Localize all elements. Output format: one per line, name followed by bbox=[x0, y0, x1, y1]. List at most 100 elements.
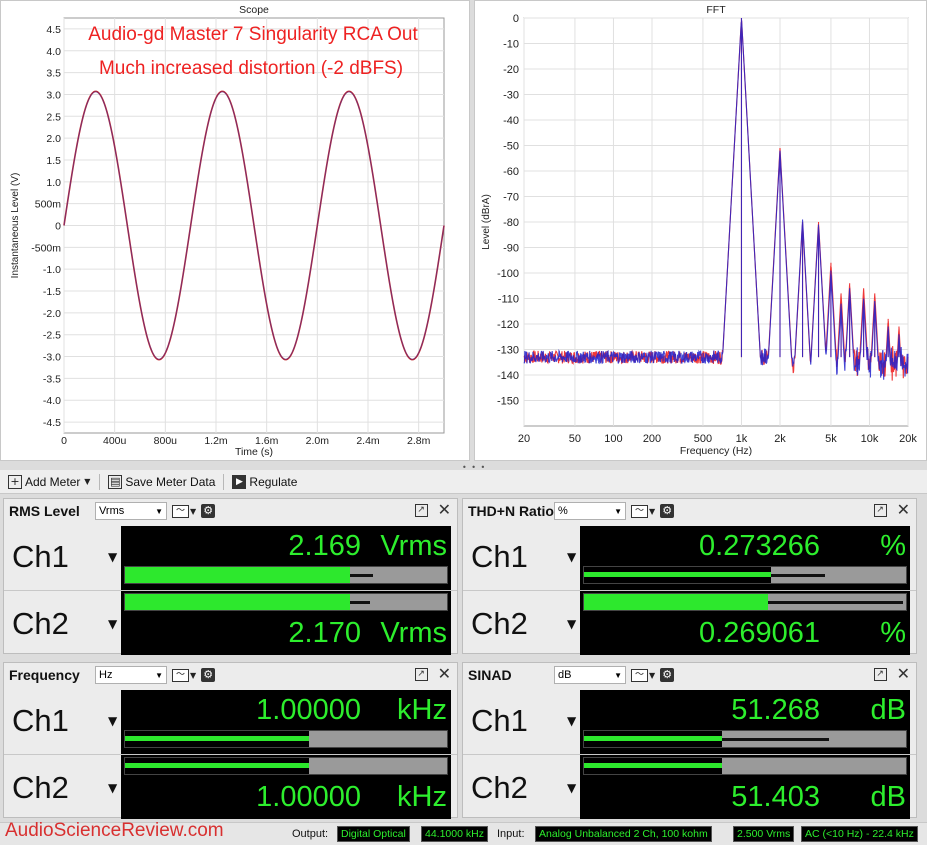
chevron-down-icon: ▼ bbox=[155, 671, 163, 680]
input-range-chip[interactable]: 2.500 Vrms bbox=[733, 826, 795, 842]
x-tick-label: 2k bbox=[774, 433, 786, 445]
chevron-down-icon[interactable]: ▼ bbox=[84, 477, 91, 486]
close-icon[interactable]: ✕ bbox=[896, 500, 910, 519]
status-bar: AudioScienceReview.com Output: Digital O… bbox=[0, 820, 927, 845]
output-rate-chip[interactable]: 44.1000 kHz bbox=[421, 826, 488, 842]
popout-icon[interactable]: ↗ bbox=[873, 667, 887, 681]
y-tick-label: -150 bbox=[497, 396, 519, 408]
level-bar-fill bbox=[125, 758, 309, 774]
graph-button[interactable]: 〜 ▼ bbox=[172, 668, 196, 682]
meter-unit: dB bbox=[870, 781, 906, 813]
unit-select[interactable]: Vrms ▼ bbox=[95, 502, 167, 520]
channel-dropdown-icon[interactable]: ▼ bbox=[108, 781, 118, 795]
channel-label: Ch2 bbox=[471, 606, 528, 641]
chevron-down-icon: ▼ bbox=[614, 671, 622, 680]
fft-panel: 20 50 100 200 500 1k 2k 5k 10k 20k 0 -10 -20 -30 -40 -5… bbox=[474, 0, 927, 461]
channel-row-ch2: Ch2 ▼ 0.269061 % bbox=[463, 590, 916, 655]
x-tick-label: 400u bbox=[103, 435, 127, 447]
meter-title: SINAD bbox=[468, 667, 512, 683]
output-device-chip[interactable]: Digital Optical bbox=[337, 826, 410, 842]
meter-display: 0.273266 % bbox=[580, 526, 910, 590]
level-bar-peak bbox=[770, 574, 826, 577]
level-bar bbox=[124, 757, 448, 775]
fft-chart[interactable]: 20 50 100 200 500 1k 2k 5k 10k 20k 0 -10 -20 -30 -40 -5… bbox=[475, 1, 927, 462]
x-tick-label: 2.0m bbox=[306, 435, 330, 447]
level-bar bbox=[583, 730, 907, 748]
toolbar-separator bbox=[223, 473, 225, 490]
meter-header: Frequency Hz ▼ 〜 ▼ ⚙ ↗ ✕ bbox=[4, 663, 457, 687]
unit-select[interactable]: dB ▼ bbox=[554, 666, 626, 684]
y-tick-label: -2.5 bbox=[43, 330, 61, 342]
popout-icon[interactable]: ↗ bbox=[414, 503, 428, 517]
y-tick-label: -10 bbox=[503, 39, 519, 51]
y-tick-label: -1.5 bbox=[43, 286, 61, 298]
y-tick-label: 500m bbox=[35, 199, 62, 211]
level-bar-fill bbox=[584, 594, 768, 610]
unit-select[interactable]: Hz ▼ bbox=[95, 666, 167, 684]
y-tick-label: 3.0 bbox=[46, 89, 61, 101]
series-line bbox=[523, 18, 909, 380]
graph-button[interactable]: 〜 ▼ bbox=[631, 504, 655, 518]
level-bar-peak bbox=[722, 738, 829, 741]
close-icon[interactable]: ✕ bbox=[896, 664, 910, 683]
scope-chart[interactable]: 0 400u 800u 1.2m 1.6m 2.0m 2.4m 2.8m 4.5 4.0 3.5 3.… bbox=[1, 1, 471, 462]
meter-value: 51.403 bbox=[731, 781, 820, 813]
y-tick-label: 4.0 bbox=[46, 46, 61, 58]
channel-dropdown-icon[interactable]: ▼ bbox=[108, 617, 118, 631]
settings-button[interactable]: ⚙ bbox=[201, 668, 216, 682]
meter-value: 2.169 bbox=[288, 530, 361, 562]
x-tick-label: 10k bbox=[861, 433, 879, 445]
input-label: Input: bbox=[497, 828, 525, 840]
channel-dropdown-icon[interactable]: ▼ bbox=[108, 550, 118, 564]
channel-row-ch2: Ch2 ▼ 2.170 Vrms bbox=[4, 590, 457, 655]
channel-dropdown-icon[interactable]: ▼ bbox=[567, 550, 577, 564]
level-bar bbox=[583, 757, 907, 775]
meter-value: 1.00000 bbox=[256, 781, 361, 813]
y-tick-label: 3.5 bbox=[46, 68, 61, 80]
unit-select[interactable]: % ▼ bbox=[554, 502, 626, 520]
meter-header: THD+N Ratio % ▼ 〜 ▼ ⚙ ↗ ✕ bbox=[463, 499, 916, 523]
settings-button[interactable]: ⚙ bbox=[660, 504, 675, 518]
y-tick-label: -70 bbox=[503, 192, 519, 204]
meter-unit: kHz bbox=[397, 694, 447, 726]
channel-dropdown-icon[interactable]: ▼ bbox=[108, 714, 118, 728]
regulate-button[interactable]: ▶ Regulate bbox=[228, 472, 301, 492]
splitter-grip-icon[interactable]: • • • bbox=[462, 463, 487, 472]
chevron-down-icon: ▼ bbox=[649, 670, 656, 680]
meter-value: 51.268 bbox=[731, 694, 820, 726]
settings-button[interactable]: ⚙ bbox=[660, 668, 675, 682]
channel-dropdown-icon[interactable]: ▼ bbox=[567, 781, 577, 795]
meter-display: 0.269061 % bbox=[580, 591, 910, 655]
graph-icon: 〜 bbox=[172, 504, 189, 518]
graph-button[interactable]: 〜 ▼ bbox=[631, 668, 656, 682]
annotation-line-2: Much increased distortion (-2 dBFS) bbox=[99, 58, 403, 79]
meter-title: Frequency bbox=[9, 667, 80, 683]
graph-button[interactable]: 〜 ▼ bbox=[172, 504, 197, 518]
channel-dropdown-icon[interactable]: ▼ bbox=[567, 714, 577, 728]
input-device-chip[interactable]: Analog Unbalanced 2 Ch, 100 kohm bbox=[535, 826, 712, 842]
meter-toolbar: + Add Meter ▼ ▤ Save Meter Data ▶ Regula… bbox=[0, 470, 927, 494]
meter-display: 51.268 dB bbox=[580, 690, 910, 754]
gear-icon: ⚙ bbox=[201, 504, 216, 518]
add-meter-button[interactable]: + Add Meter ▼ bbox=[4, 472, 95, 492]
close-icon[interactable]: ✕ bbox=[437, 664, 451, 683]
settings-button[interactable]: ⚙ bbox=[201, 504, 216, 518]
panel-splitter[interactable]: • • • bbox=[0, 461, 927, 472]
close-icon[interactable]: ✕ bbox=[437, 500, 451, 519]
unit-select-value: Hz bbox=[99, 669, 113, 681]
meter-window-controls: ↗ ✕ bbox=[873, 664, 910, 683]
series-line bbox=[63, 91, 445, 360]
unit-select-value: Vrms bbox=[99, 505, 125, 517]
chevron-down-icon: ▼ bbox=[190, 506, 197, 516]
y-tick-label: -50 bbox=[503, 141, 519, 153]
save-meter-data-button[interactable]: ▤ Save Meter Data bbox=[104, 472, 219, 492]
popout-icon[interactable]: ↗ bbox=[873, 503, 887, 517]
input-filter-chip[interactable]: AC (<10 Hz) - 22.4 kHz bbox=[801, 826, 918, 842]
y-tick-label: -30 bbox=[503, 90, 519, 102]
y-tick-label: -110 bbox=[498, 294, 519, 306]
channel-dropdown-icon[interactable]: ▼ bbox=[567, 617, 577, 631]
output-label: Output: bbox=[292, 828, 329, 840]
y-tick-label: 2.0 bbox=[46, 133, 61, 145]
popout-icon[interactable]: ↗ bbox=[414, 667, 428, 681]
x-tick-label: 20k bbox=[899, 433, 917, 445]
